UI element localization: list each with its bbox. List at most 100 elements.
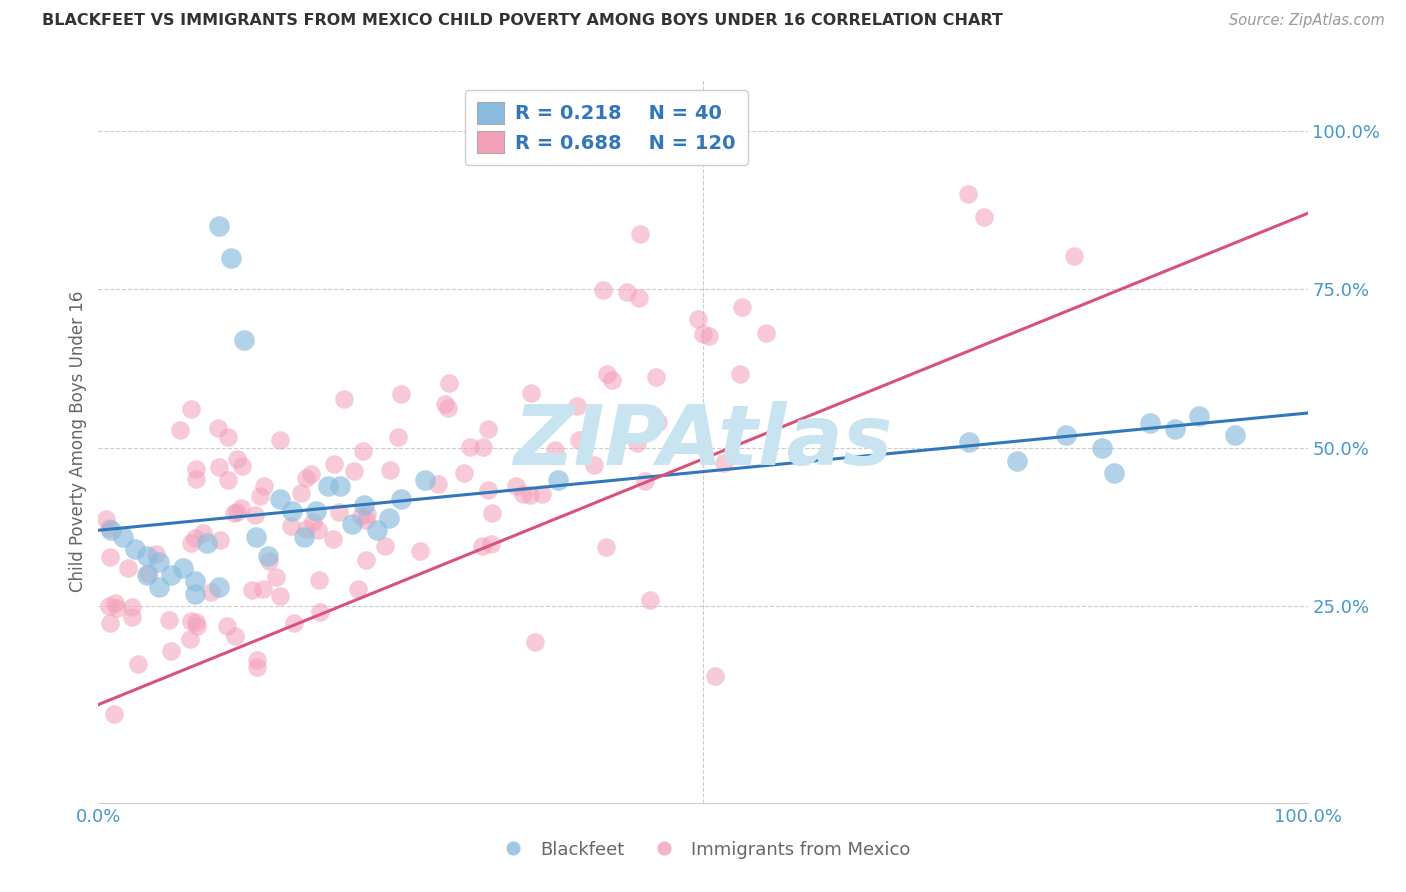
Point <box>616 285 638 300</box>
Point <box>434 397 457 411</box>
Point <box>299 467 322 481</box>
Point <box>245 653 267 667</box>
Point <box>221 251 243 265</box>
Point <box>592 283 614 297</box>
Point <box>568 433 591 447</box>
Point <box>342 464 364 478</box>
Point <box>111 530 134 544</box>
Point <box>249 489 271 503</box>
Point <box>471 539 494 553</box>
Point <box>389 491 412 506</box>
Point <box>217 473 239 487</box>
Point <box>1188 409 1211 424</box>
Point <box>479 537 502 551</box>
Point <box>292 530 315 544</box>
Point <box>246 659 269 673</box>
Point <box>356 507 378 521</box>
Point <box>333 392 356 407</box>
Point <box>626 436 648 450</box>
Point <box>308 573 330 587</box>
Point <box>644 370 666 384</box>
Point <box>1091 441 1114 455</box>
Point <box>436 401 458 416</box>
Point <box>169 423 191 437</box>
Point <box>100 523 122 537</box>
Point <box>697 329 720 343</box>
Point <box>342 516 364 531</box>
Point <box>1139 416 1161 430</box>
Point <box>352 443 374 458</box>
Point <box>135 549 157 563</box>
Point <box>531 487 554 501</box>
Point <box>226 451 249 466</box>
Point <box>544 442 567 457</box>
Point <box>596 368 619 382</box>
Point <box>567 399 589 413</box>
Point <box>269 491 291 506</box>
Point <box>477 483 499 498</box>
Point <box>264 570 287 584</box>
Point <box>427 476 450 491</box>
Point <box>136 566 159 581</box>
Point <box>252 582 274 597</box>
Point <box>628 227 651 241</box>
Point <box>208 533 231 548</box>
Point <box>172 561 194 575</box>
Point <box>105 600 128 615</box>
Point <box>413 473 436 487</box>
Point <box>350 508 373 523</box>
Text: ZIPAtlas: ZIPAtlas <box>513 401 893 482</box>
Point <box>374 539 396 553</box>
Point <box>460 440 482 454</box>
Point <box>354 513 377 527</box>
Point <box>231 458 253 473</box>
Point <box>98 521 121 535</box>
Point <box>505 479 527 493</box>
Point <box>207 421 229 435</box>
Point <box>957 434 980 449</box>
Point <box>193 526 215 541</box>
Point <box>160 644 183 658</box>
Point <box>595 540 617 554</box>
Point <box>98 599 121 613</box>
Point <box>117 560 139 574</box>
Text: Source: ZipAtlas.com: Source: ZipAtlas.com <box>1229 13 1385 29</box>
Point <box>256 549 278 563</box>
Point <box>1007 453 1029 467</box>
Point <box>157 613 180 627</box>
Point <box>200 584 222 599</box>
Point <box>389 386 412 401</box>
Point <box>471 440 494 454</box>
Point <box>208 460 231 475</box>
Point <box>121 610 143 624</box>
Point <box>322 458 344 472</box>
Point <box>184 574 207 588</box>
Point <box>245 530 267 544</box>
Point <box>730 300 752 314</box>
Point <box>1223 428 1246 442</box>
Point <box>148 555 170 569</box>
Point <box>353 498 375 512</box>
Legend: Blackfeet, Immigrants from Mexico: Blackfeet, Immigrants from Mexico <box>488 834 918 866</box>
Point <box>283 615 305 630</box>
Point <box>378 463 401 477</box>
Point <box>135 567 157 582</box>
Point <box>322 533 344 547</box>
Point <box>377 510 399 524</box>
Point <box>186 619 208 633</box>
Point <box>232 333 254 347</box>
Point <box>307 523 329 537</box>
Point <box>973 211 995 225</box>
Point <box>179 632 201 646</box>
Point <box>755 326 778 340</box>
Point <box>647 415 669 429</box>
Point <box>195 536 218 550</box>
Point <box>226 505 249 519</box>
Point <box>305 504 328 518</box>
Point <box>295 471 318 485</box>
Point <box>184 462 207 476</box>
Point <box>269 433 291 447</box>
Point <box>547 473 569 487</box>
Point <box>347 582 370 596</box>
Point <box>208 219 231 233</box>
